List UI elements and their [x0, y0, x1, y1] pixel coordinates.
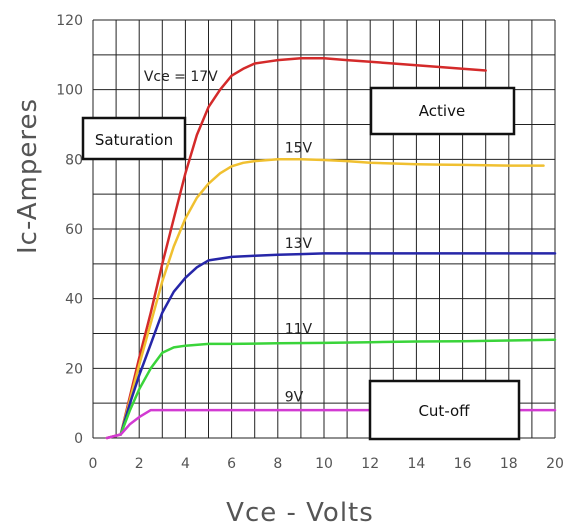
- series-label-2: 13V: [285, 236, 313, 252]
- series-line-1: [119, 158, 545, 436]
- series-label-1: 15V: [285, 140, 313, 156]
- y-tick-labels: 0 20 40 60 80 100 120: [56, 13, 83, 447]
- series-line-3: [119, 338, 557, 436]
- series-label-4: 9V: [285, 389, 304, 405]
- saturation-region-box: Saturation: [81, 116, 187, 161]
- cutoff-region-box: Cut-off: [368, 379, 521, 441]
- x-tick-label: 12: [361, 456, 379, 472]
- y-tick-label: 60: [65, 222, 83, 238]
- x-tick-label: 20: [546, 456, 564, 472]
- x-tick-label: 0: [89, 456, 98, 472]
- x-tick-labels: 0 2 4 6 8 10 12 14 16 18 20: [89, 456, 564, 472]
- active-region-label: Active: [419, 102, 465, 120]
- y-axis-title: Ic-Amperes: [13, 98, 43, 254]
- x-tick-label: 14: [407, 456, 425, 472]
- x-tick-label: 8: [273, 456, 282, 472]
- series-label-0: Vce = 17V: [144, 69, 218, 85]
- y-tick-label: 40: [65, 292, 83, 308]
- x-tick-label: 10: [315, 456, 333, 472]
- x-axis-title: Vce - Volts: [226, 498, 374, 528]
- x-tick-label: 4: [181, 456, 190, 472]
- series-line-0: [105, 57, 487, 440]
- cutoff-region-label: Cut-off: [418, 402, 470, 420]
- x-tick-label: 6: [227, 456, 236, 472]
- saturation-region-label: Saturation: [95, 131, 173, 149]
- series-label-3: 11V: [285, 322, 313, 338]
- active-region-box: Active: [369, 86, 516, 136]
- y-tick-label: 80: [65, 152, 83, 168]
- x-tick-label: 2: [135, 456, 144, 472]
- x-tick-label: 16: [454, 456, 472, 472]
- series-line-2: [119, 252, 557, 436]
- y-tick-label: 0: [74, 431, 83, 447]
- x-tick-label: 18: [500, 456, 518, 472]
- y-tick-label: 120: [56, 13, 83, 29]
- y-tick-label: 100: [56, 83, 83, 99]
- series-labels: Vce = 17V 15V 13V 11V 9V: [144, 69, 313, 405]
- y-tick-label: 20: [65, 361, 83, 377]
